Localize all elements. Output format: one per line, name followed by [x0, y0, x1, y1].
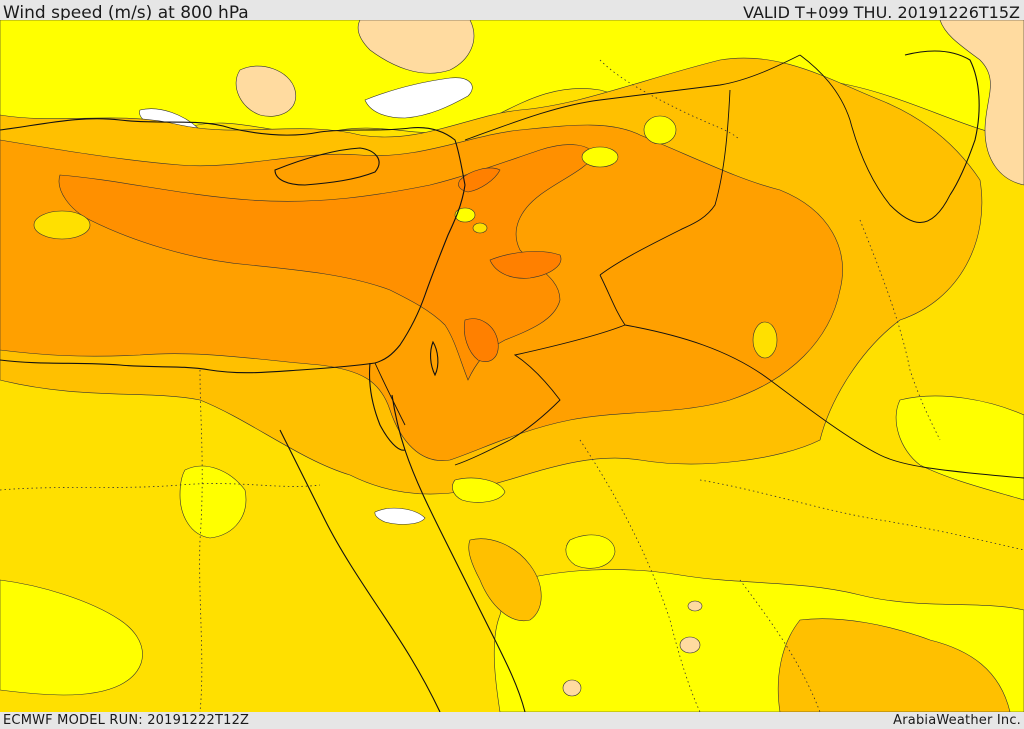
field-spot-3 [581, 146, 619, 168]
wind-speed-map [0, 20, 1024, 712]
field-blob-southeast-fresh [777, 618, 1011, 712]
field-spot-2 [472, 222, 488, 234]
border-jordan-saudi [454, 274, 626, 466]
admin-line-4 [699, 479, 1024, 551]
field-patch-low-1 [357, 20, 475, 74]
map-canvas [0, 20, 1024, 712]
field-patch-verylow-1 [364, 77, 473, 119]
border-syria-iraq [599, 89, 731, 276]
field-core-max-3 [458, 167, 501, 193]
model-run-label: ECMWF MODEL RUN: 20191222T12Z [3, 713, 250, 728]
credit-label: ArabiaWeather Inc. [893, 713, 1021, 728]
field-core-max-1 [489, 251, 562, 279]
field-spot-1 [454, 207, 476, 223]
valid-time: VALID T+099 THU. 20191226T15Z [743, 3, 1020, 22]
field-blob-south-3 [0, 579, 143, 696]
coast-north-africa [0, 359, 376, 374]
admin-line-1 [0, 483, 321, 491]
coast-cyprus [274, 147, 380, 186]
field-spot-low-1 [562, 679, 582, 697]
coast-sinai [368, 362, 406, 451]
field-blob-south-6 [452, 477, 506, 503]
border-egypt-israel [374, 362, 406, 426]
coast-gulf [904, 50, 980, 196]
coast-deadsea [430, 340, 439, 377]
field-patch-low-2 [939, 20, 1024, 186]
admin-line-3 [579, 439, 701, 712]
coast-redsea-east [404, 449, 526, 712]
coastlines [0, 50, 980, 712]
field-spot-6 [752, 321, 778, 359]
field-core-max-2 [463, 318, 499, 362]
border-iraq-iran [799, 54, 951, 223]
field-spot-4 [643, 115, 677, 145]
header-bar: Wind speed (m/s) at 800 hPa VALID T+099 … [0, 0, 1024, 23]
border-iraq-saudi [624, 324, 1024, 479]
map-title: Wind speed (m/s) at 800 hPa [3, 3, 249, 23]
field-blob-redsea-fresh [468, 538, 542, 622]
internal-boundaries [0, 59, 1024, 712]
field-patch-low-3 [235, 65, 297, 117]
admin-line-5 [859, 219, 941, 441]
field-spot-low-3 [687, 600, 703, 612]
field-spot-low-2 [679, 636, 701, 654]
field-blob-south-1 [179, 465, 247, 539]
admin-line-6 [739, 579, 821, 712]
footer-bar: ECMWF MODEL RUN: 20191222T12Z ArabiaWeat… [0, 712, 1024, 729]
field-blob-south-4 [895, 395, 1024, 501]
admin-line-7 [599, 59, 741, 141]
coast-redsea-west [279, 429, 441, 712]
field-patch-verylow-3 [374, 507, 426, 525]
field-spot-5 [33, 210, 91, 240]
coast-turkey [0, 118, 466, 186]
field-blob-south-5 [565, 534, 616, 569]
coast-levant [374, 184, 466, 364]
